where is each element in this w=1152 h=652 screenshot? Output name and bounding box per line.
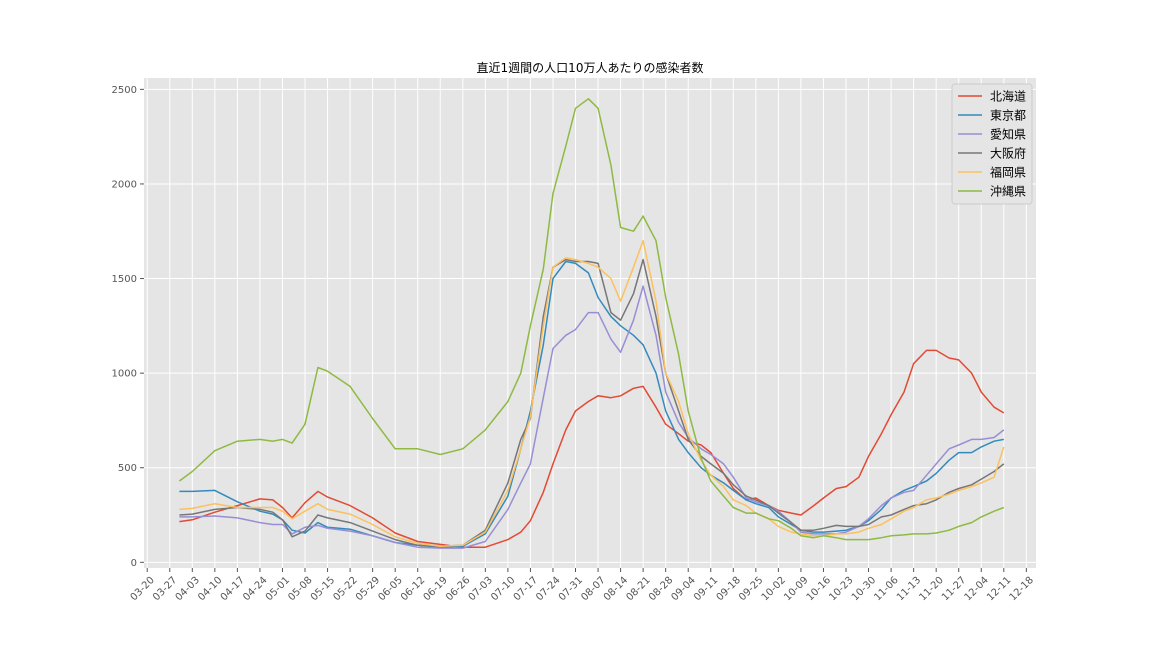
x-tick-label: 05-01 <box>264 575 292 603</box>
series-lines <box>178 98 1005 549</box>
x-tick-label: 04-10 <box>196 575 224 603</box>
x-tick-label: 11-06 <box>872 575 900 603</box>
y-tick-label: 1000 <box>112 369 137 380</box>
x-tick-label: 10-09 <box>782 575 810 603</box>
y-tick-label: 2000 <box>112 179 137 190</box>
x-tick-label: 11-13 <box>895 575 923 603</box>
series-line-2 <box>179 285 1005 549</box>
x-tick-label: 05-29 <box>354 575 382 603</box>
x-tick-label: 07-10 <box>489 575 517 603</box>
y-tick-label: 500 <box>118 463 137 474</box>
legend-label: 愛知県 <box>990 128 1026 142</box>
x-tick-label: 12-11 <box>985 575 1013 603</box>
x-tick-label: 10-02 <box>760 575 788 603</box>
series-line-0 <box>179 349 1005 548</box>
legend-label: 沖縄県 <box>990 184 1026 199</box>
legend-label: 東京都 <box>990 109 1026 123</box>
x-tick-label: 12-18 <box>1008 575 1036 603</box>
series-line-4 <box>179 239 1005 547</box>
x-tick-label: 09-18 <box>715 575 743 603</box>
x-tick-label: 07-31 <box>557 575 585 603</box>
x-tick-label: 11-20 <box>917 575 945 603</box>
x-tick-label: 12-04 <box>963 575 991 603</box>
x-tick-label: 04-17 <box>219 575 247 603</box>
legend-label: 北海道 <box>990 89 1026 104</box>
x-tick-label: 07-24 <box>534 575 562 603</box>
x-tick-label: 10-16 <box>805 575 833 603</box>
x-tick-label: 09-11 <box>692 575 720 603</box>
x-tick-label: 11-27 <box>940 575 968 603</box>
x-tick-label: 06-05 <box>376 575 404 603</box>
series-line-5 <box>178 98 1005 541</box>
series-line-1 <box>179 260 1004 548</box>
x-tick-label: 08-07 <box>579 575 607 603</box>
legend-label: 大阪府 <box>990 146 1026 161</box>
x-tick-label: 10-23 <box>827 575 855 603</box>
x-tick-label: 08-28 <box>647 575 675 603</box>
x-tick-label: 09-25 <box>737 575 765 603</box>
x-tick-label: 05-15 <box>309 575 337 603</box>
x-tick-label: 08-14 <box>602 575 630 603</box>
x-tick-label: 03-27 <box>151 575 179 603</box>
x-tick-label: 08-21 <box>624 575 652 603</box>
x-tick-label: 03-20 <box>129 575 157 603</box>
series-line-3 <box>179 258 1005 547</box>
x-tick-label: 06-12 <box>399 575 427 603</box>
grid-lines <box>144 78 1036 568</box>
legend-box <box>951 83 1033 205</box>
y-tick-label: 0 <box>131 558 137 569</box>
x-tick-label: 07-17 <box>512 575 540 603</box>
x-tick-label: 05-08 <box>286 575 314 603</box>
x-tick-label: 06-19 <box>422 575 450 603</box>
x-tick-label: 04-03 <box>174 575 202 603</box>
y-tick-label: 1500 <box>112 274 137 285</box>
legend-label: 福岡県 <box>990 165 1026 180</box>
chart-title: 直近1週間の人口10万人あたりの感染者数 <box>477 60 704 75</box>
x-tick-label: 04-24 <box>241 575 269 603</box>
x-tick-label: 09-04 <box>670 575 698 603</box>
x-tick-label: 06-26 <box>444 575 472 603</box>
plot-background <box>144 78 1036 568</box>
x-tick-label: 10-30 <box>850 575 878 603</box>
x-tick-label: 07-03 <box>467 575 495 603</box>
y-tick-label: 2500 <box>112 85 137 96</box>
x-tick-label: 05-22 <box>331 575 359 603</box>
